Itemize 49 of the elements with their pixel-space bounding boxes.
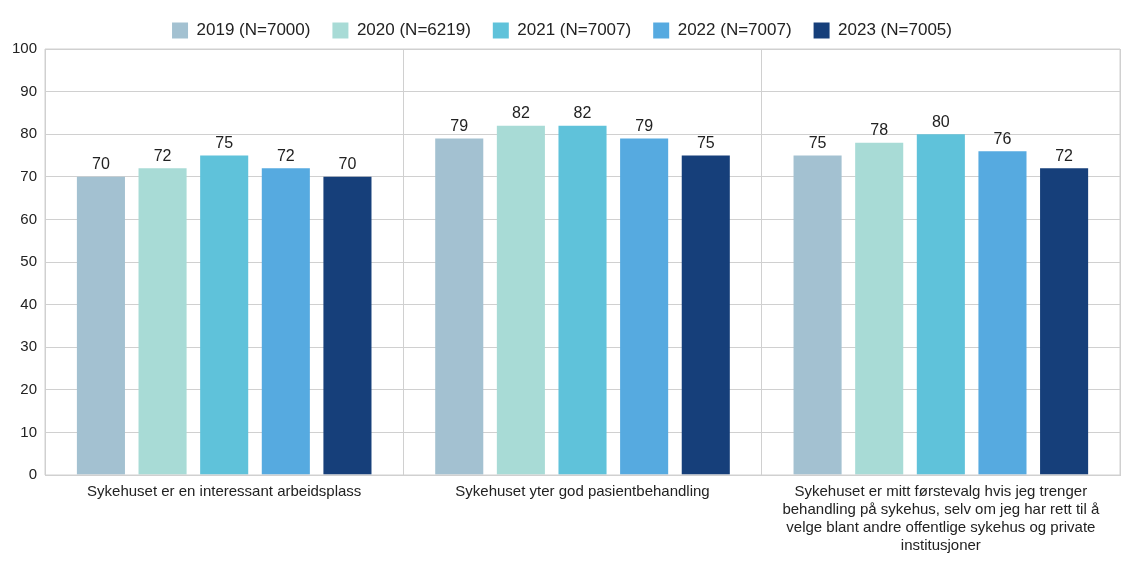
bar (496, 125, 545, 475)
y-tick-label: 30 (20, 337, 38, 355)
data-label: 70 (92, 155, 110, 173)
data-label: 72 (276, 146, 295, 164)
bar (261, 168, 310, 475)
legend-label: 2022 (N=7007) (677, 20, 792, 40)
data-label: 72 (1055, 146, 1074, 164)
x-tick-label: Sykehuset er en interessant arbeidsplass (87, 482, 362, 500)
y-tick-label: 100 (12, 39, 38, 57)
legend-label: 2023 (N=7005) (838, 20, 952, 40)
bar (978, 151, 1027, 475)
data-label: 70 (338, 155, 357, 173)
bar (138, 168, 187, 475)
data-label: 79 (450, 116, 469, 134)
y-tick-label: 60 (20, 209, 38, 227)
y-tick-label: 10 (20, 422, 38, 440)
data-label: 79 (635, 116, 654, 134)
bar (1040, 168, 1089, 475)
x-tick-label: Sykehuset er mitt førstevalg hvis jeg trenger behandling på sykehus, selv om jeg har rett til å velge blant andre offentlige sykehus og private institusjoner (782, 482, 1100, 554)
bar (558, 125, 607, 475)
x-tick-label: Sykehuset yter god pasientbehandling (455, 482, 710, 500)
data-label: 75 (215, 133, 234, 151)
y-tick-label: 40 (20, 294, 38, 312)
legend-label: 2021 (N=7007) (517, 20, 632, 40)
y-tick-label: 20 (20, 379, 38, 397)
y-tick-label: 70 (20, 166, 38, 184)
bar (916, 134, 965, 475)
data-label: 80 (931, 112, 950, 130)
data-label: 76 (993, 129, 1012, 147)
y-tick-label: 90 (20, 81, 38, 99)
bar (435, 138, 484, 475)
bar (76, 176, 125, 475)
legend-label: 2019 (N=7000) (196, 20, 311, 40)
y-tick-label: 0 (28, 465, 38, 483)
bar (200, 155, 249, 475)
data-label: 82 (573, 104, 592, 122)
bar (323, 176, 372, 475)
bar (620, 138, 669, 475)
data-label: 75 (808, 133, 827, 151)
data-label: 82 (511, 104, 530, 122)
legend-label: 2020 (N=6219) (356, 20, 471, 40)
bar (681, 155, 730, 475)
data-label: 72 (153, 146, 172, 164)
bar (793, 155, 842, 475)
data-label: 78 (870, 121, 889, 139)
y-tick-label: 80 (20, 124, 38, 142)
bar (855, 142, 904, 475)
data-label: 75 (696, 133, 715, 151)
y-tick-label: 50 (20, 252, 38, 270)
